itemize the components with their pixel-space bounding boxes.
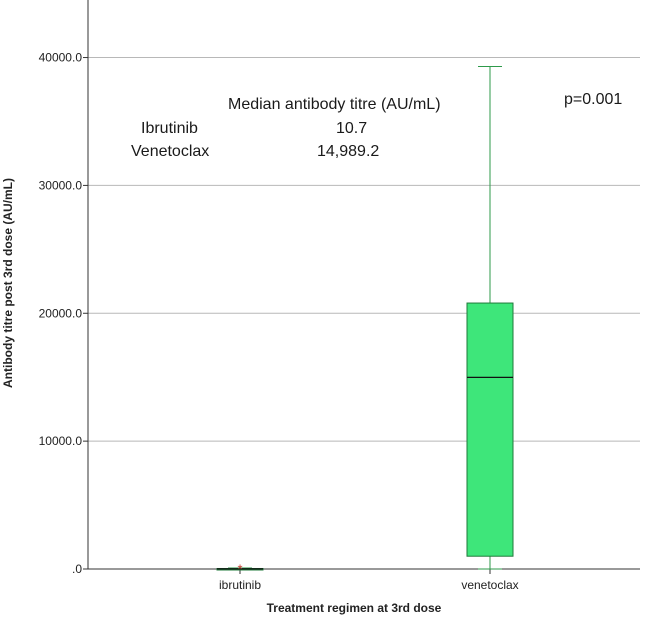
x-tick-label-ibrutinib: ibrutinib [219,578,261,592]
box-ibrutinib: * [216,561,264,576]
iqr-box [466,302,514,557]
annotation-block: Median antibody titre (AU/mL) Ibrutinib … [131,91,622,160]
y-tick-label: 30000.0 [39,178,83,192]
gridlines [88,57,640,442]
y-axis-title: Antibody titre post 3rd dose (AU/mL) [1,178,15,388]
y-tick-label: 20000.0 [39,306,83,320]
x-tick-label-venetoclax: venetoclax [461,578,518,592]
x-tick-labels: ibrutinib venetoclax [219,578,519,592]
annotation-row-ibrutinib-value: 10.7 [336,120,367,137]
p-value-label: p=0.001 [564,91,622,108]
axes [83,0,640,574]
annotation-row-ibrutinib-label: Ibrutinib [141,120,198,137]
annotation-table-header: Median antibody titre (AU/mL) [228,96,441,113]
y-tick-labels: .0 10000.0 20000.0 30000.0 40000.0 [39,51,83,576]
boxes: * [216,65,514,576]
annotation-row-venetoclax-value: 14,989.2 [317,143,379,160]
annotation-row-venetoclax-label: Venetoclax [131,143,209,160]
y-tick-label: 10000.0 [39,434,83,448]
outlier-marker: * [237,561,242,576]
y-tick-label: 40000.0 [39,51,83,65]
y-tick-label: .0 [72,562,82,576]
x-axis-title: Treatment regimen at 3rd dose [267,601,442,615]
box-venetoclax [466,65,514,570]
